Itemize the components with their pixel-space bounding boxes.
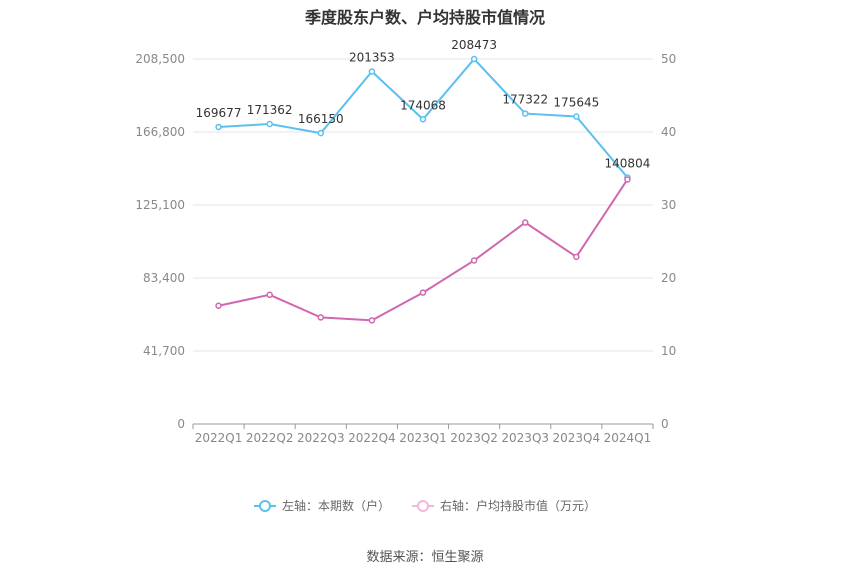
x-tick-label: 2022Q1 bbox=[195, 431, 243, 445]
data-point bbox=[368, 317, 376, 324]
data-label: 171362 bbox=[247, 103, 293, 117]
y-right-tick-label: 0 bbox=[661, 417, 669, 431]
x-tick-label: 2023Q1 bbox=[399, 431, 447, 445]
y-right-tick-label: 30 bbox=[661, 198, 676, 212]
data-label: 175645 bbox=[553, 96, 599, 110]
data-point bbox=[266, 120, 273, 128]
legend-label-right: 右轴：户均持股市值（万元） bbox=[440, 499, 597, 513]
series-line-right bbox=[218, 178, 629, 322]
legend-item-right-series[interactable]: 右轴：户均持股市值（万元） bbox=[412, 497, 596, 514]
y-left-tick-label: 166,800 bbox=[135, 125, 185, 139]
data-point bbox=[470, 55, 478, 63]
y-left-tick-label: 125,100 bbox=[135, 198, 185, 212]
data-label: 201353 bbox=[349, 51, 395, 65]
data-point bbox=[215, 302, 222, 309]
data-point bbox=[419, 116, 427, 123]
y-left-tick-label: 0 bbox=[177, 417, 185, 431]
x-tick-label: 2024Q1 bbox=[604, 431, 652, 445]
x-tick-label: 2022Q2 bbox=[246, 431, 294, 445]
data-point bbox=[215, 123, 222, 131]
y-right-tick-label: 50 bbox=[661, 52, 676, 66]
data-point bbox=[368, 68, 376, 75]
data-label: 208473 bbox=[451, 38, 497, 52]
y-left-tick-label: 208,500 bbox=[135, 52, 185, 66]
data-point bbox=[266, 291, 273, 299]
y-left-tick-label: 83,400 bbox=[143, 271, 185, 285]
y-right-tick-label: 40 bbox=[661, 125, 676, 139]
x-tick-label: 2023Q4 bbox=[553, 431, 601, 445]
data-label: 169677 bbox=[196, 106, 242, 120]
data-label: 174068 bbox=[400, 98, 446, 112]
data-label: 166150 bbox=[298, 112, 344, 126]
x-tick-label: 2022Q3 bbox=[297, 431, 345, 445]
y-right-tick-label: 10 bbox=[661, 344, 676, 358]
data-point bbox=[521, 110, 529, 117]
data-point bbox=[624, 176, 631, 183]
legend-swatch-right-icon bbox=[412, 499, 434, 512]
data-point bbox=[521, 219, 529, 226]
legend-item-left-series[interactable]: 左轴：本期数（户） bbox=[253, 497, 390, 514]
data-label: 140804 bbox=[605, 157, 651, 171]
y-right-tick-label: 20 bbox=[661, 271, 676, 285]
x-tick-label: 2023Q3 bbox=[501, 431, 549, 445]
x-tick-label: 2023Q2 bbox=[450, 431, 498, 445]
chart-title: 季度股东户数、户均持股市值情况 bbox=[304, 8, 545, 27]
legend-swatch-left-icon bbox=[253, 499, 276, 512]
source-note: 数据来源：恒生聚源 bbox=[366, 550, 484, 565]
data-label: 177322 bbox=[502, 93, 548, 107]
data-point bbox=[573, 113, 580, 120]
data-point bbox=[419, 289, 427, 296]
data-point bbox=[317, 314, 325, 321]
y-left-tick-label: 41,700 bbox=[143, 344, 185, 358]
legend-label-left: 左轴：本期数（户） bbox=[281, 499, 390, 513]
data-point bbox=[470, 257, 478, 264]
legend: 左轴：本期数（户） 右轴：户均持股市值（万元） bbox=[0, 497, 850, 514]
data-point bbox=[317, 129, 325, 137]
x-tick-label: 2022Q4 bbox=[348, 431, 396, 445]
data-point bbox=[573, 253, 580, 261]
